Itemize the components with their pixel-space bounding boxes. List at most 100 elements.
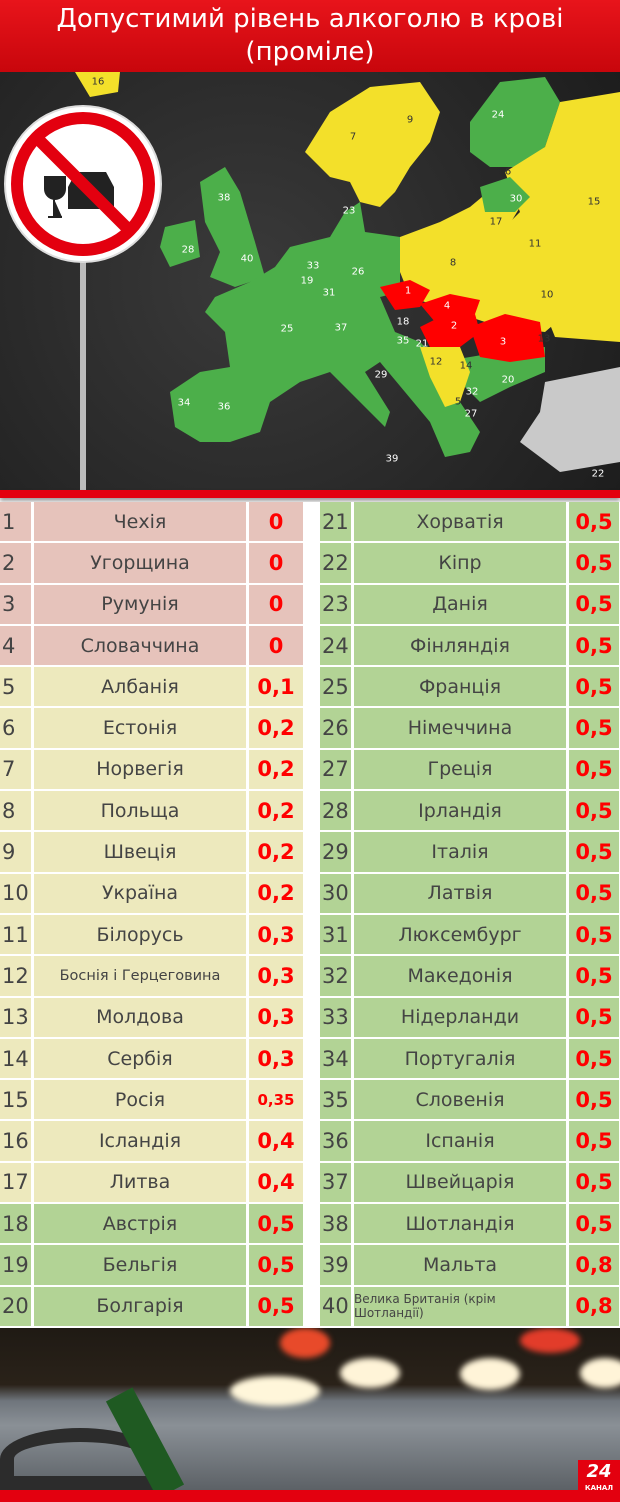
table-row: 13 Молдова 0,3 (0, 997, 303, 1037)
bac-limit: 0,3 (249, 1038, 303, 1079)
country-name: Італія (354, 832, 566, 872)
country-name: Кіпр (354, 543, 566, 583)
rank: 33 (320, 997, 351, 1037)
rank: 10 (0, 873, 31, 913)
country-name: Україна (34, 873, 246, 913)
rank: 11 (0, 914, 31, 955)
country-name: Естонія (34, 708, 246, 748)
rank: 2 (0, 543, 31, 583)
bac-limit: 0,3 (249, 997, 303, 1037)
map-label: 9 (406, 114, 414, 126)
rank: 36 (320, 1121, 351, 1161)
rank: 21 (320, 502, 351, 542)
divider (0, 490, 620, 498)
country-name: Люксембург (354, 914, 566, 955)
country-name: Хорватія (354, 502, 566, 542)
map-label: 22 (591, 468, 605, 480)
map-label: 1 (404, 285, 412, 297)
table-row: 26 Німеччина 0,5 (320, 708, 620, 748)
country-name: Швейцарія (354, 1162, 566, 1203)
rank: 35 (320, 1080, 351, 1120)
map-label: 40 (240, 253, 254, 265)
map-label: 7 (349, 131, 357, 143)
rank: 34 (320, 1038, 351, 1079)
map-label: 23 (342, 205, 356, 217)
map-label: 37 (334, 322, 348, 334)
table-row: 11 Білорусь 0,3 (0, 914, 303, 955)
europe-map: 1 2 3 4 5 6 7 8 9 10 11 12 13 14 15 16 1… (0, 72, 620, 490)
table-row: 25 Франція 0,5 (320, 667, 620, 707)
table-row: 28 Ірландія 0,5 (320, 791, 620, 831)
country-name: Угорщина (34, 543, 246, 583)
bac-limit: 0,5 (569, 791, 619, 831)
rank: 26 (320, 708, 351, 748)
map-label: 19 (300, 275, 314, 287)
bac-limit: 0,5 (569, 1038, 619, 1079)
table-row: 33 Нідерланди 0,5 (320, 997, 620, 1037)
table-column-right: 21 Хорватія 0,5 22 Кіпр 0,5 23 Данія 0,5 24 Фінлян… (320, 502, 620, 1326)
table-row: 27 Греція 0,5 (320, 749, 620, 790)
table-column-left: 1 Чехія 0 2 Угорщина 0 3 Румунія 0 4 Словаччина 0 5 А… (0, 502, 303, 1326)
rank: 15 (0, 1080, 31, 1120)
map-label: 3 (499, 336, 507, 348)
bac-limit: 0,5 (569, 667, 619, 707)
bac-limit: 0,5 (569, 708, 619, 748)
map-label: 5 (454, 396, 462, 408)
country-name: Ісландія (34, 1121, 246, 1161)
channel-24-logo: 24 КАНАЛ (578, 1460, 620, 1502)
alcohol-limits-table: 1 Чехія 0 2 Угорщина 0 3 Румунія 0 4 Словаччина 0 5 А… (0, 502, 620, 1326)
country-name: Румунія (34, 584, 246, 624)
table-row: 24 Фінляндія 0,5 (320, 625, 620, 666)
bac-limit: 0,5 (569, 543, 619, 583)
bac-limit: 0,3 (249, 956, 303, 996)
table-row: 2 Угорщина 0 (0, 543, 303, 583)
rank: 1 (0, 502, 31, 542)
table-row: 8 Польща 0,2 (0, 791, 303, 831)
country-name: Білорусь (34, 914, 246, 955)
bac-limit: 0 (249, 625, 303, 666)
map-label: 30 (509, 193, 523, 205)
bac-limit: 0,5 (569, 749, 619, 790)
table-row: 14 Сербія 0,3 (0, 1038, 303, 1079)
rank: 19 (0, 1245, 31, 1285)
bac-limit: 0,8 (569, 1286, 619, 1326)
rank: 14 (0, 1038, 31, 1079)
bac-limit: 0,5 (569, 1080, 619, 1120)
bac-limit: 0,5 (569, 873, 619, 913)
country-name: Велика Британія (крім Шотландії) (354, 1286, 566, 1326)
map-label: 39 (385, 453, 399, 465)
country-name: Фінляндія (354, 625, 566, 666)
rank: 17 (0, 1162, 31, 1203)
footer-bar (0, 1490, 620, 1502)
country-name: Литва (34, 1162, 246, 1203)
country-name: Латвія (354, 873, 566, 913)
bac-limit: 0,5 (249, 1204, 303, 1244)
country-name: Бельгія (34, 1245, 246, 1285)
rank: 23 (320, 584, 351, 624)
table-row: 29 Італія 0,5 (320, 832, 620, 872)
map-label: 10 (540, 289, 554, 301)
country-name: Македонія (354, 956, 566, 996)
table-row: 38 Шотландія 0,5 (320, 1204, 620, 1244)
table-row: 18 Австрія 0,5 (0, 1204, 303, 1244)
rank: 39 (320, 1245, 351, 1285)
rank: 9 (0, 832, 31, 872)
table-row: 15 Росія 0,35 (0, 1080, 303, 1120)
country-name: Шотландія (354, 1204, 566, 1244)
rank: 25 (320, 667, 351, 707)
rank: 18 (0, 1204, 31, 1244)
table-row: 9 Швеція 0,2 (0, 832, 303, 872)
country-name: Словаччина (34, 625, 246, 666)
map-label: 12 (429, 356, 443, 368)
bac-limit: 0,5 (569, 997, 619, 1037)
country-name: Молдова (34, 997, 246, 1037)
table-row: 32 Македонія 0,5 (320, 956, 620, 996)
bac-limit: 0 (249, 543, 303, 583)
map-label: 34 (177, 397, 191, 409)
logo-number: 24 (586, 1461, 612, 1482)
rank: 31 (320, 914, 351, 955)
country-name: Польща (34, 791, 246, 831)
rank: 30 (320, 873, 351, 913)
bac-limit: 0,2 (249, 708, 303, 748)
rank: 28 (320, 791, 351, 831)
